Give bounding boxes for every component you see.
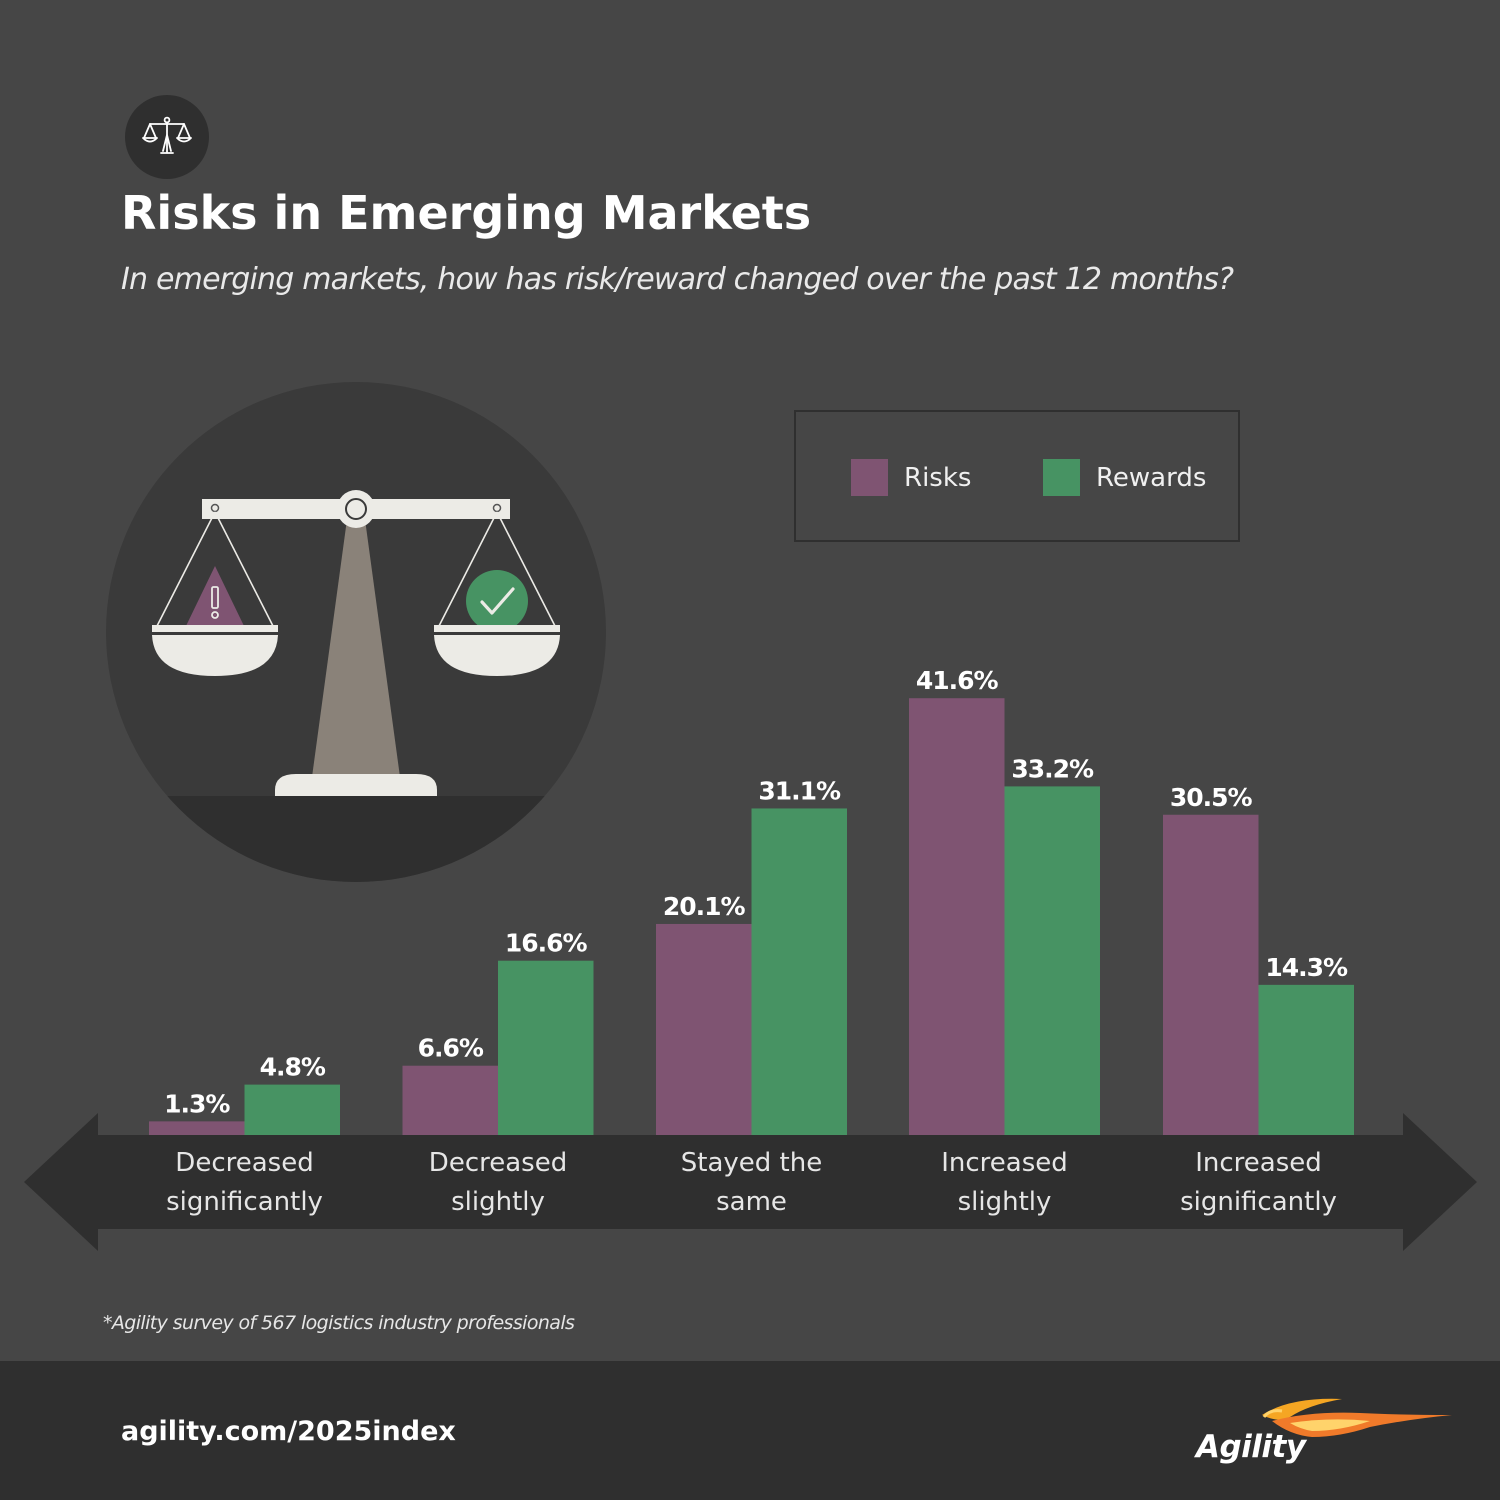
page-title: Risks in Emerging Markets	[121, 186, 812, 240]
balance-scale-illustration	[106, 382, 606, 882]
data-label-risks-decreased-slightly: 6.6%	[418, 1034, 484, 1063]
bar-rewards-stayed-the-same	[751, 808, 847, 1135]
data-label-rewards-decreased-slightly: 16.6%	[505, 929, 588, 958]
legend-label-risks: Risks	[904, 462, 972, 493]
tick-label-stayed-the-same: Stayed the same	[681, 1148, 822, 1217]
bar-rewards-decreased-significantly	[244, 1084, 340, 1135]
tick-label-increased-slightly: Increased slightly	[941, 1148, 1068, 1217]
footer-url[interactable]: agility.com/2025index	[121, 1416, 456, 1447]
legend-item-rewards: Rewards	[1043, 459, 1206, 496]
legend-swatch-rewards	[1043, 459, 1080, 496]
tick-label-decreased-significantly: Decreased significantly	[166, 1148, 323, 1217]
data-label-risks-decreased-significantly: 1.3%	[164, 1089, 230, 1118]
page-subtitle: In emerging markets, how has risk/reward…	[121, 262, 1234, 297]
x-axis-arrow	[24, 1113, 1477, 1251]
bar-rewards-decreased-slightly	[498, 960, 594, 1135]
bar-risks-increased-slightly	[909, 698, 1005, 1135]
data-label-risks-stayed-the-same: 20.1%	[663, 892, 746, 921]
tick-label-decreased-slightly: Decreased slightly	[429, 1148, 567, 1217]
warning-triangle-icon	[186, 566, 244, 626]
logo-text: Agility	[1196, 1429, 1306, 1465]
data-label-rewards-stayed-the-same: 31.1%	[758, 776, 841, 805]
agility-logo: Agility	[1190, 1391, 1460, 1471]
bar-chart: 1.3% 4.8% Decreased significantly 6.6% 16.6% D…	[24, 666, 1477, 1251]
chart-legend: Risks Rewards	[794, 410, 1240, 542]
bar-risks-decreased-significantly	[149, 1121, 245, 1135]
bar-risks-decreased-slightly	[402, 1065, 498, 1135]
bar-rewards-increased-slightly	[1004, 786, 1100, 1135]
data-label-risks-increased-significantly: 30.5%	[1170, 783, 1253, 812]
data-label-risks-increased-slightly: 41.6%	[916, 666, 999, 695]
bar-rewards-increased-significantly	[1258, 984, 1354, 1135]
data-label-rewards-increased-significantly: 14.3%	[1265, 953, 1348, 982]
balance-scale-icon	[142, 116, 192, 154]
data-label-rewards-increased-slightly: 33.2%	[1011, 754, 1094, 783]
data-label-rewards-decreased-significantly: 4.8%	[260, 1053, 326, 1082]
legend-item-risks: Risks	[851, 459, 971, 496]
legend-swatch-risks	[851, 459, 888, 496]
bar-risks-increased-significantly	[1163, 814, 1259, 1135]
footer: agility.com/2025index Agility	[0, 1361, 1500, 1500]
legend-label-rewards: Rewards	[1096, 462, 1207, 493]
bar-risks-stayed-the-same	[656, 923, 752, 1135]
agility-bird-logo	[1262, 1398, 1452, 1437]
checkmark-circle-icon	[466, 570, 528, 632]
tick-label-increased-significantly: Increased significantly	[1180, 1148, 1337, 1217]
footnote: *Agility survey of 567 logistics industr…	[103, 1312, 575, 1334]
header-badge	[125, 95, 209, 179]
